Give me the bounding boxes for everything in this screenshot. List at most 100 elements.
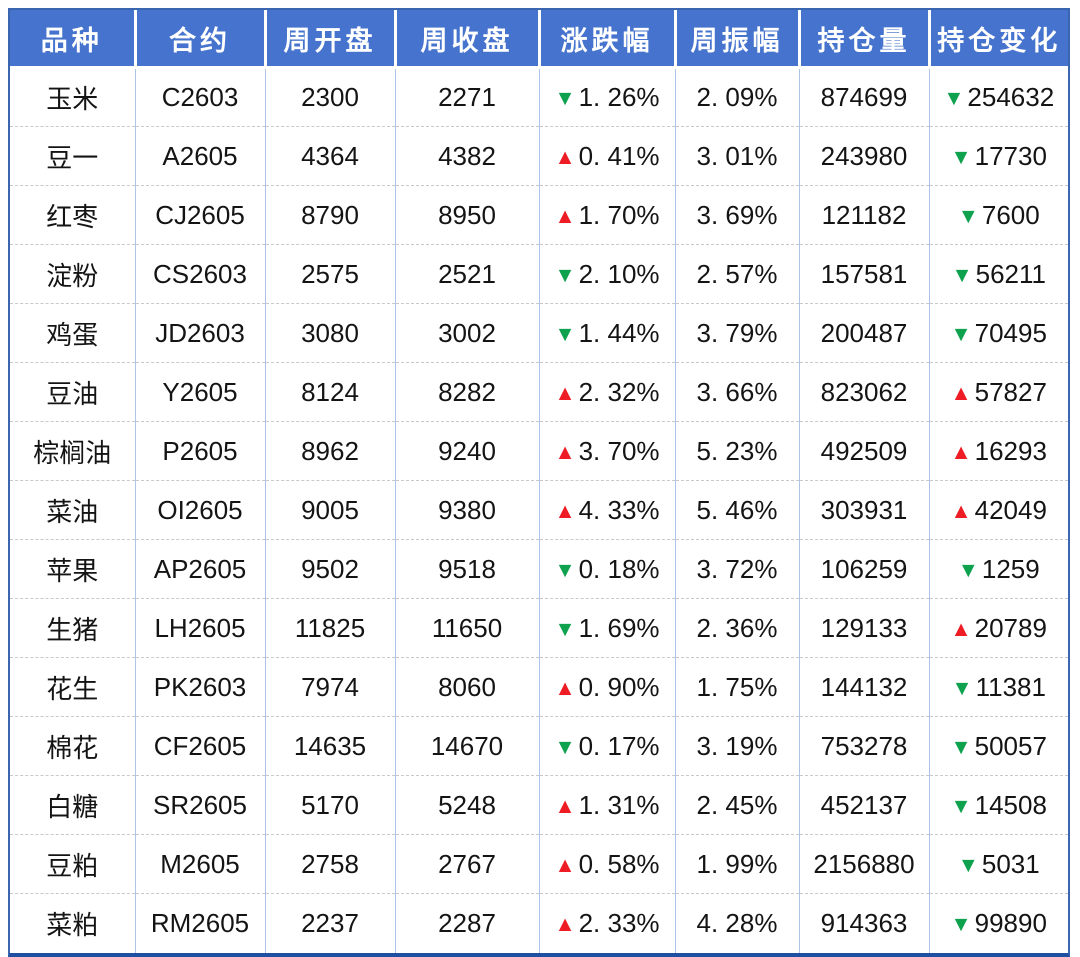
- table-row: 生猪 LH2605 11825 11650 ▼ 1. 69% 2. 36% 129133 ▲ 20…: [10, 598, 1068, 658]
- down-triangle-icon: ▼: [950, 144, 972, 169]
- week-close-cell: 8950: [394, 185, 539, 245]
- oi-change-cell-value: 70495: [974, 317, 1047, 348]
- amplitude-cell: 5. 23%: [674, 421, 799, 481]
- change-pct-cell: ▼ 0. 17%: [538, 716, 675, 776]
- change-pct-cell: ▲ 1. 70%: [538, 185, 675, 245]
- week-open-cell: 3080: [264, 303, 395, 363]
- variety-cell: 生猪: [10, 598, 135, 658]
- oi-change-cell-value: 57827: [974, 376, 1047, 407]
- down-triangle-icon: ▼: [554, 557, 576, 582]
- variety-cell: 淀粉: [10, 244, 135, 304]
- contract-cell: JD2603: [134, 303, 265, 363]
- down-triangle-icon: ▼: [950, 911, 972, 936]
- change-pct-cell-value: 2. 33%: [578, 907, 660, 938]
- contract-cell: AP2605: [134, 539, 265, 599]
- down-triangle-icon: ▼: [951, 262, 973, 287]
- variety-cell: 苹果: [10, 539, 135, 599]
- change-pct-cell: ▼ 0. 18%: [538, 539, 675, 599]
- week-close-cell: 4382: [394, 126, 539, 186]
- table-row: 苹果 AP2605 9502 9518 ▼ 0. 18% 3. 72% 106259 ▼ 1259: [10, 539, 1068, 599]
- change-pct-cell-value: 0. 90%: [578, 671, 660, 702]
- variety-cell: 玉米: [10, 67, 135, 127]
- futures-table-frame: 品种 合约 周开盘 周收盘 涨跌幅 周振幅 持仓量 持仓变化 玉米 C2603 23…: [8, 8, 1070, 957]
- change-pct-cell-value: 0. 17%: [578, 730, 660, 761]
- week-close-cell: 2271: [394, 67, 539, 127]
- oi-change-cell: ▼ 99890: [928, 893, 1068, 953]
- open-interest-cell: 753278: [798, 716, 929, 776]
- change-pct-cell-value: 1. 44%: [578, 317, 660, 348]
- oi-change-cell: ▼ 56211: [928, 244, 1068, 304]
- week-close-cell: 11650: [394, 598, 539, 658]
- amplitude-cell: 1. 99%: [674, 834, 799, 894]
- amplitude-cell: 3. 69%: [674, 185, 799, 245]
- week-open-cell: 11825: [264, 598, 395, 658]
- variety-cell: 豆一: [10, 126, 135, 186]
- down-triangle-icon: ▼: [554, 86, 576, 110]
- up-triangle-icon: ▲: [554, 675, 576, 700]
- week-close-cell: 9380: [394, 480, 539, 540]
- oi-change-cell-value: 20789: [974, 612, 1047, 643]
- change-pct-cell-value: 0. 18%: [578, 553, 660, 584]
- oi-change-cell: ▲ 16293: [928, 421, 1068, 481]
- up-triangle-icon: ▲: [554, 203, 576, 228]
- header-variety: 品种: [10, 10, 135, 69]
- header-amplitude: 周振幅: [673, 10, 799, 69]
- change-pct-cell-value: 1. 26%: [578, 82, 660, 112]
- variety-cell: 棕榈油: [10, 421, 135, 481]
- open-interest-cell: 823062: [798, 362, 929, 422]
- change-pct-cell-value: 0. 58%: [578, 848, 660, 879]
- week-open-cell: 9005: [264, 480, 395, 540]
- oi-change-cell-value: 11381: [975, 671, 1046, 702]
- change-pct-cell-value: 2. 32%: [578, 376, 660, 407]
- table-body: 玉米 C2603 2300 2271 ▼ 1. 26% 2. 09% 874699 ▼ 25463…: [10, 67, 1068, 953]
- oi-change-cell: ▲ 42049: [928, 480, 1068, 540]
- oi-change-cell: ▼ 1259: [928, 539, 1068, 599]
- oi-change-cell: ▼ 14508: [928, 775, 1068, 835]
- contract-cell: CS2603: [134, 244, 265, 304]
- up-triangle-icon: ▲: [554, 439, 576, 464]
- header-row: 品种 合约 周开盘 周收盘 涨跌幅 周振幅 持仓量 持仓变化: [10, 10, 1068, 69]
- contract-cell: Y2605: [134, 362, 265, 422]
- up-triangle-icon: ▲: [554, 144, 576, 169]
- down-triangle-icon: ▼: [554, 616, 576, 641]
- week-open-cell: 2237: [264, 893, 395, 953]
- week-open-cell: 7974: [264, 657, 395, 717]
- down-triangle-icon: ▼: [950, 321, 972, 346]
- open-interest-cell: 243980: [798, 126, 929, 186]
- amplitude-cell: 3. 19%: [674, 716, 799, 776]
- oi-change-cell-value: 16293: [974, 435, 1047, 466]
- contract-cell: SR2605: [134, 775, 265, 835]
- variety-cell: 豆油: [10, 362, 135, 422]
- table-header: 品种 合约 周开盘 周收盘 涨跌幅 周振幅 持仓量 持仓变化: [10, 10, 1068, 69]
- down-triangle-icon: ▼: [554, 321, 576, 346]
- week-open-cell: 2758: [264, 834, 395, 894]
- oi-change-cell: ▼ 7600: [928, 185, 1068, 245]
- up-triangle-icon: ▲: [950, 616, 972, 641]
- amplitude-cell: 2. 09%: [674, 67, 799, 127]
- change-pct-cell-value: 0. 41%: [578, 140, 660, 171]
- down-triangle-icon: ▼: [951, 675, 973, 700]
- week-close-cell: 8282: [394, 362, 539, 422]
- open-interest-cell: 106259: [798, 539, 929, 599]
- oi-change-cell: ▼ 254632: [928, 67, 1068, 127]
- contract-cell: C2603: [134, 67, 265, 127]
- oi-change-cell-value: 5031: [981, 848, 1040, 879]
- week-open-cell: 8962: [264, 421, 395, 481]
- week-open-cell: 14635: [264, 716, 395, 776]
- oi-change-cell-value: 42049: [974, 494, 1047, 525]
- variety-cell: 鸡蛋: [10, 303, 135, 363]
- variety-cell: 菜油: [10, 480, 135, 540]
- header-contract: 合约: [133, 10, 265, 69]
- contract-cell: LH2605: [134, 598, 265, 658]
- change-pct-cell: ▲ 2. 33%: [538, 893, 675, 953]
- down-triangle-icon: ▼: [957, 203, 979, 228]
- oi-change-cell: ▼ 50057: [928, 716, 1068, 776]
- futures-weekly-table: 品种 合约 周开盘 周收盘 涨跌幅 周振幅 持仓量 持仓变化 玉米 C2603 23…: [10, 10, 1068, 953]
- table-row: 豆油 Y2605 8124 8282 ▲ 2. 32% 3. 66% 823062 ▲ 57827: [10, 362, 1068, 422]
- open-interest-cell: 200487: [798, 303, 929, 363]
- table-row: 豆一 A2605 4364 4382 ▲ 0. 41% 3. 01% 243980 ▼ 17730: [10, 126, 1068, 186]
- week-open-cell: 4364: [264, 126, 395, 186]
- change-pct-cell: ▲ 1. 31%: [538, 775, 675, 835]
- week-close-cell: 8060: [394, 657, 539, 717]
